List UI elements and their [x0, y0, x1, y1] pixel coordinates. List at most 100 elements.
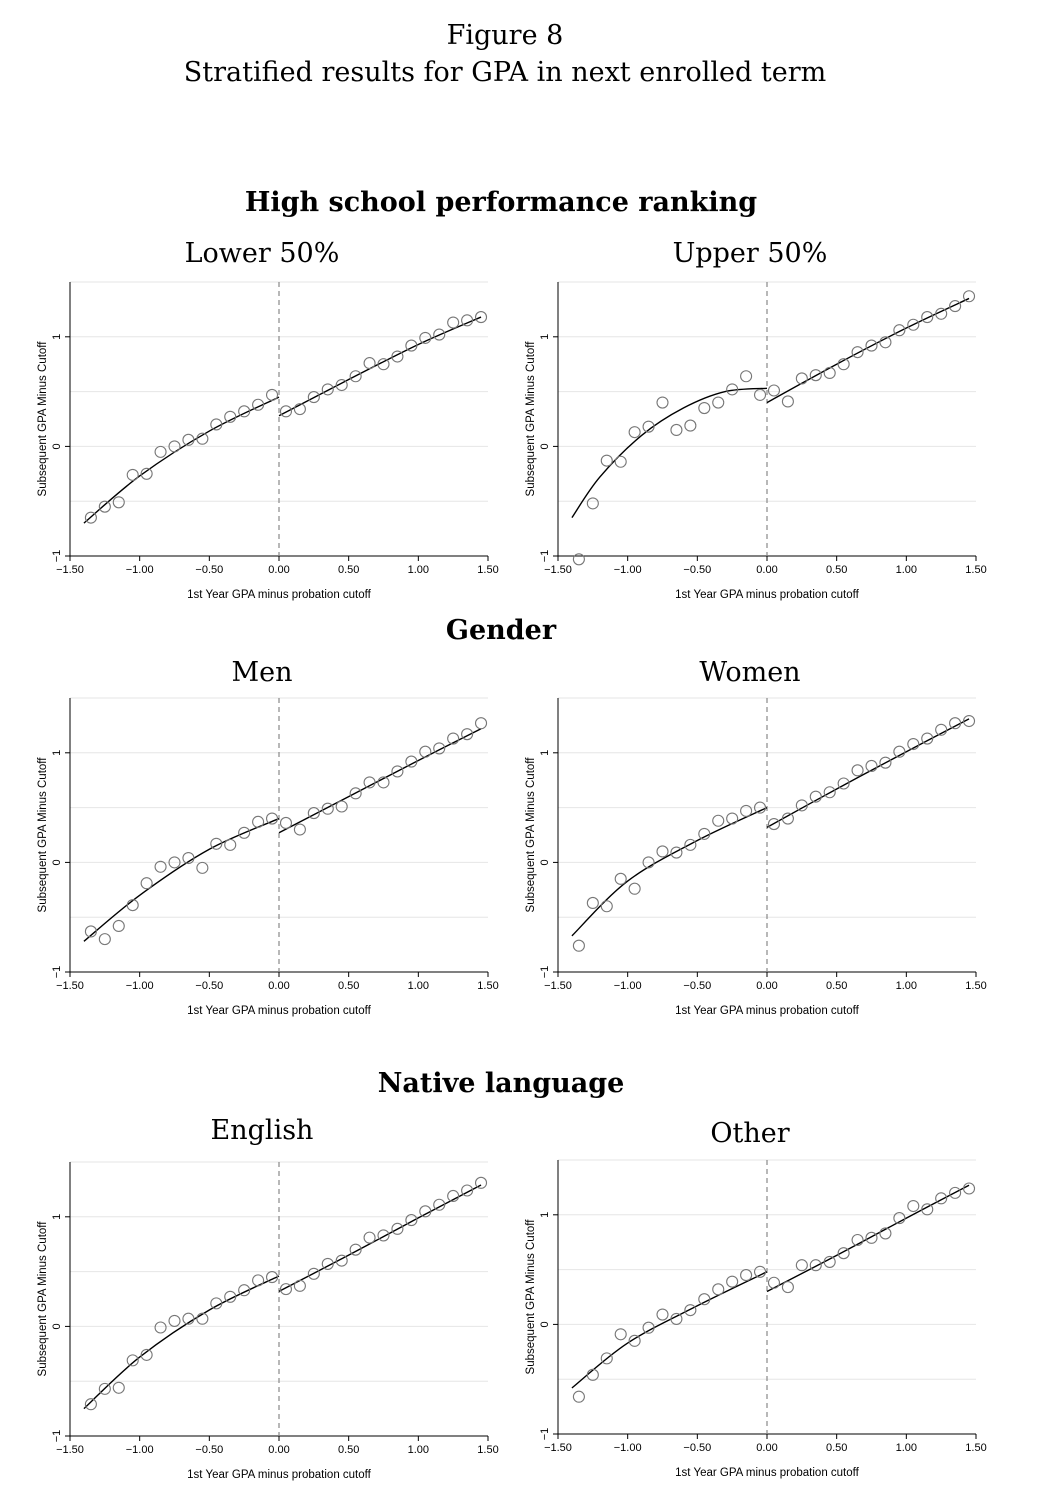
data-point	[949, 717, 962, 730]
data-point	[252, 398, 265, 411]
data-point	[279, 816, 293, 829]
data-point	[656, 396, 669, 409]
data-point	[949, 300, 962, 313]
x-tick-label: −1.50	[56, 564, 84, 576]
data-point	[461, 314, 474, 327]
data-point	[238, 826, 251, 839]
data-point	[893, 1212, 906, 1225]
section-title-native-language: Native language	[377, 1068, 625, 1099]
y-tick-label: −1	[51, 966, 63, 979]
data-point	[433, 742, 446, 755]
data-point	[642, 856, 655, 869]
y-tick-label: 0	[539, 1321, 551, 1327]
data-point	[84, 925, 97, 938]
data-point	[224, 410, 237, 423]
data-point	[684, 838, 697, 851]
data-point	[84, 1398, 97, 1411]
y-tick-label: 1	[539, 1212, 551, 1218]
data-point	[126, 1354, 139, 1367]
data-point	[628, 1334, 641, 1347]
data-point	[684, 419, 697, 432]
data-point	[168, 856, 181, 869]
data-point	[265, 1271, 279, 1284]
data-point	[907, 737, 920, 751]
y-tick-label: 0	[539, 859, 551, 865]
data-point	[405, 1214, 418, 1227]
x-tick-label: 1.00	[896, 564, 917, 576]
figure-caption: Stratified results for GPA in next enrol…	[183, 57, 827, 88]
data-point	[809, 790, 822, 803]
data-point	[795, 799, 808, 812]
data-point	[112, 919, 125, 933]
data-point	[293, 403, 306, 416]
data-point	[196, 1312, 209, 1325]
data-point	[851, 764, 864, 777]
fit-line	[571, 387, 768, 519]
data-point	[712, 814, 725, 827]
data-point	[865, 1231, 878, 1244]
data-point	[726, 383, 739, 396]
x-tick-label: −1.00	[614, 980, 642, 992]
data-point	[879, 1227, 892, 1240]
y-tick-label: 1	[539, 334, 551, 340]
x-tick-label: 0.00	[268, 980, 289, 992]
data-point	[795, 1259, 808, 1272]
x-axis-title: 1st Year GPA minus probation cutoff	[187, 1469, 371, 1481]
data-point	[349, 1243, 362, 1256]
fit-line	[766, 718, 970, 828]
data-point	[363, 1231, 376, 1244]
panel-title-english: English	[210, 1115, 314, 1146]
x-tick-label: −1.50	[56, 1444, 84, 1456]
data-point	[628, 426, 641, 439]
data-point	[461, 1184, 474, 1197]
y-axis-title: Subsequent GPA Minus Cutoff	[37, 1221, 49, 1377]
y-axis-title: Subsequent GPA Minus Cutoff	[37, 757, 49, 913]
data-point	[781, 395, 794, 408]
x-tick-label: 0.50	[826, 980, 847, 992]
data-point	[586, 896, 599, 910]
x-tick-label: 0.50	[826, 564, 847, 576]
fit-line	[278, 728, 482, 834]
data-point	[307, 1267, 320, 1280]
data-point	[196, 432, 209, 445]
data-point	[823, 366, 836, 380]
fit-line	[571, 806, 768, 937]
data-point	[433, 1198, 446, 1211]
data-point	[935, 723, 948, 736]
data-point	[879, 756, 892, 769]
data-point	[474, 1176, 488, 1189]
y-tick-label: 1	[539, 750, 551, 756]
data-point	[572, 1390, 585, 1403]
data-point	[726, 1275, 739, 1288]
data-point	[893, 324, 906, 337]
data-point	[84, 511, 97, 524]
data-point	[98, 933, 111, 946]
data-point	[767, 384, 781, 397]
data-point	[447, 1189, 460, 1203]
y-axis-title: Subsequent GPA Minus Cutoff	[37, 341, 49, 497]
data-point	[377, 358, 390, 371]
x-tick-label: −1.00	[614, 1442, 642, 1454]
data-point	[377, 1229, 390, 1242]
data-point	[447, 316, 460, 329]
data-point	[823, 786, 836, 799]
panel-title-women: Women	[699, 657, 801, 688]
x-axis-title: 1st Year GPA minus probation cutoff	[675, 589, 859, 601]
data-point	[893, 745, 906, 758]
data-point	[949, 1186, 962, 1199]
data-point	[670, 423, 683, 437]
y-tick-label: 1	[51, 334, 63, 340]
data-point	[753, 1265, 767, 1278]
data-point	[293, 1279, 306, 1292]
data-point	[837, 1247, 850, 1260]
fit-line	[83, 817, 280, 942]
x-tick-label: −0.50	[683, 564, 711, 576]
x-tick-label: −1.00	[126, 980, 154, 992]
data-point	[656, 1308, 669, 1321]
x-tick-label: 0.50	[338, 1444, 359, 1456]
data-point	[753, 388, 767, 401]
x-tick-label: 1.00	[896, 1442, 917, 1454]
data-point	[433, 328, 446, 341]
x-tick-label: 1.50	[477, 564, 498, 576]
data-point	[823, 1255, 836, 1268]
